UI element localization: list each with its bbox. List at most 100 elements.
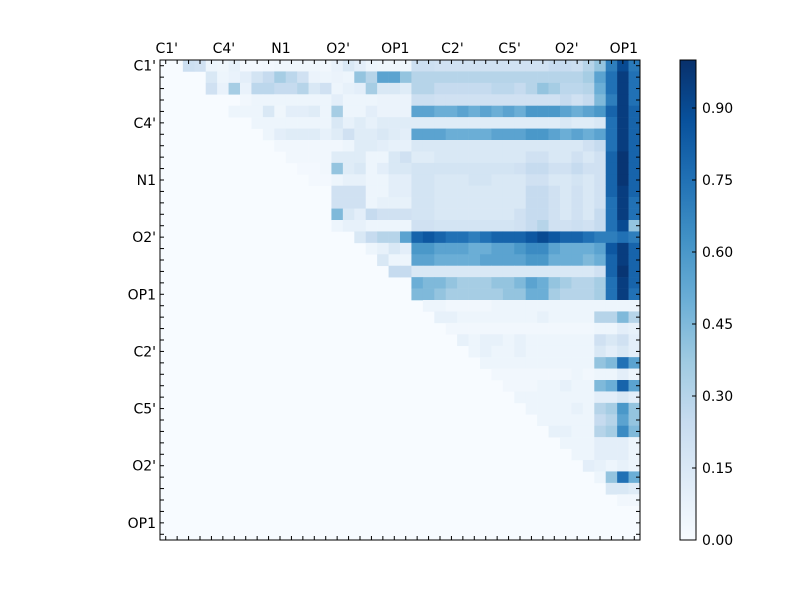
heatmap-cell [605, 391, 618, 404]
heatmap-cell [342, 60, 355, 72]
heatmap-cell [617, 174, 629, 187]
heatmap-cell [628, 174, 641, 187]
heatmap-cell [365, 128, 378, 141]
heatmap-cell [182, 60, 195, 72]
heatmap-cell [422, 82, 435, 95]
heatmap-cell [388, 254, 401, 267]
heatmap-cell [388, 162, 401, 175]
heatmap-cell [468, 231, 481, 244]
heatmap-cell [548, 288, 561, 301]
heatmap-cell [594, 357, 607, 369]
heatmap-cell [628, 265, 641, 278]
heatmap-cell [262, 105, 275, 118]
heatmap-cell [514, 254, 527, 267]
heatmap-cell [514, 242, 527, 255]
heatmap-cell [491, 128, 504, 141]
heatmap-cell [228, 105, 241, 118]
heatmap-cell [594, 128, 607, 141]
heatmap-cell [457, 197, 469, 209]
colorbar: 0.00 0.15 0.30 0.45 0.60 0.75 0.90 [679, 59, 733, 549]
heatmap-cell [480, 322, 492, 335]
heatmap-cell [594, 448, 607, 461]
heatmap-cell [525, 277, 538, 289]
heatmap-cell [434, 82, 447, 95]
heatmap-cell [548, 425, 561, 438]
heatmap-cell [365, 82, 378, 95]
heatmap-cell [308, 117, 321, 129]
heatmap-cell [308, 105, 321, 118]
heatmap-cell [582, 345, 595, 358]
heatmap-cell [617, 334, 629, 347]
heatmap-cell [537, 391, 549, 404]
heatmap-cell [594, 311, 607, 324]
heatmap-cell [434, 151, 447, 164]
heatmap-cell [262, 117, 275, 129]
heatmap-cell [297, 151, 309, 164]
heatmap-cell [422, 185, 435, 198]
heatmap-cell [548, 94, 561, 107]
heatmap-cell [548, 334, 561, 347]
heatmap-cell [502, 311, 515, 324]
heatmap-cell [605, 380, 618, 392]
heatmap-cell [617, 185, 629, 198]
heatmap-cell [537, 254, 549, 267]
heatmap-cells [160, 60, 641, 540]
heatmap-cell [594, 117, 607, 129]
heatmap-cell [502, 140, 515, 152]
heatmap-cell [457, 117, 469, 129]
heatmap-cell [548, 128, 561, 141]
heatmap-cell [537, 402, 549, 415]
heatmap-cell [251, 94, 264, 107]
heatmap-cell [537, 322, 549, 335]
heatmap-cell [480, 162, 492, 175]
heatmap-cell [571, 277, 584, 289]
heatmap-cell [560, 71, 572, 84]
heatmap-cell [422, 162, 435, 175]
heatmap-cell [594, 82, 607, 95]
heatmap-cell [331, 174, 344, 187]
heatmap-cell [525, 185, 538, 198]
heatmap-cell [342, 71, 355, 84]
heatmap-cell [365, 197, 378, 209]
heatmap-cell [468, 208, 481, 221]
heatmap-cell [537, 288, 549, 301]
heatmap-cell [571, 311, 584, 324]
heatmap-cell [594, 94, 607, 107]
heatmap-cell [320, 71, 332, 84]
heatmap-cell [228, 82, 241, 95]
heatmap-cell [480, 151, 492, 164]
heatmap-cell [297, 60, 309, 72]
heatmap-cell [560, 140, 572, 152]
heatmap-cell [434, 105, 447, 118]
heatmap-cell [491, 60, 504, 72]
heatmap-cell [445, 277, 458, 289]
axis-tick-labels: C1' C4' N1 O2' OP1 C2' C5' O2' OP1 C1' C4' N1 O2' OP1… [128, 41, 638, 532]
heatmap-cell [617, 368, 629, 381]
heatmap-cell [594, 425, 607, 438]
heatmap-cell [297, 71, 309, 84]
heatmap-cell [285, 60, 298, 72]
heatmap-cell [514, 71, 527, 84]
heatmap-cell [491, 368, 504, 381]
heatmap-cell [491, 82, 504, 95]
heatmap-cell [251, 71, 264, 84]
heatmap-cell [411, 162, 424, 175]
heatmap-cell [628, 300, 641, 312]
heatmap-cell [594, 220, 607, 232]
heatmap-cell [582, 60, 595, 72]
heatmap-cell [480, 231, 492, 244]
heatmap-cell [422, 288, 435, 301]
heatmap-cell [217, 60, 229, 72]
heatmap-cell [537, 311, 549, 324]
heatmap-cell [240, 105, 252, 118]
heatmap-cell [411, 185, 424, 198]
heatmap-cell [514, 151, 527, 164]
heatmap-cell [388, 185, 401, 198]
heatmap-cell [445, 162, 458, 175]
heatmap-cell [605, 414, 618, 427]
heatmap-cell [331, 140, 344, 152]
heatmap-cell [320, 117, 332, 129]
heatmap-cell [617, 117, 629, 129]
heatmap-cell [525, 140, 538, 152]
heatmap-cell [560, 425, 572, 438]
